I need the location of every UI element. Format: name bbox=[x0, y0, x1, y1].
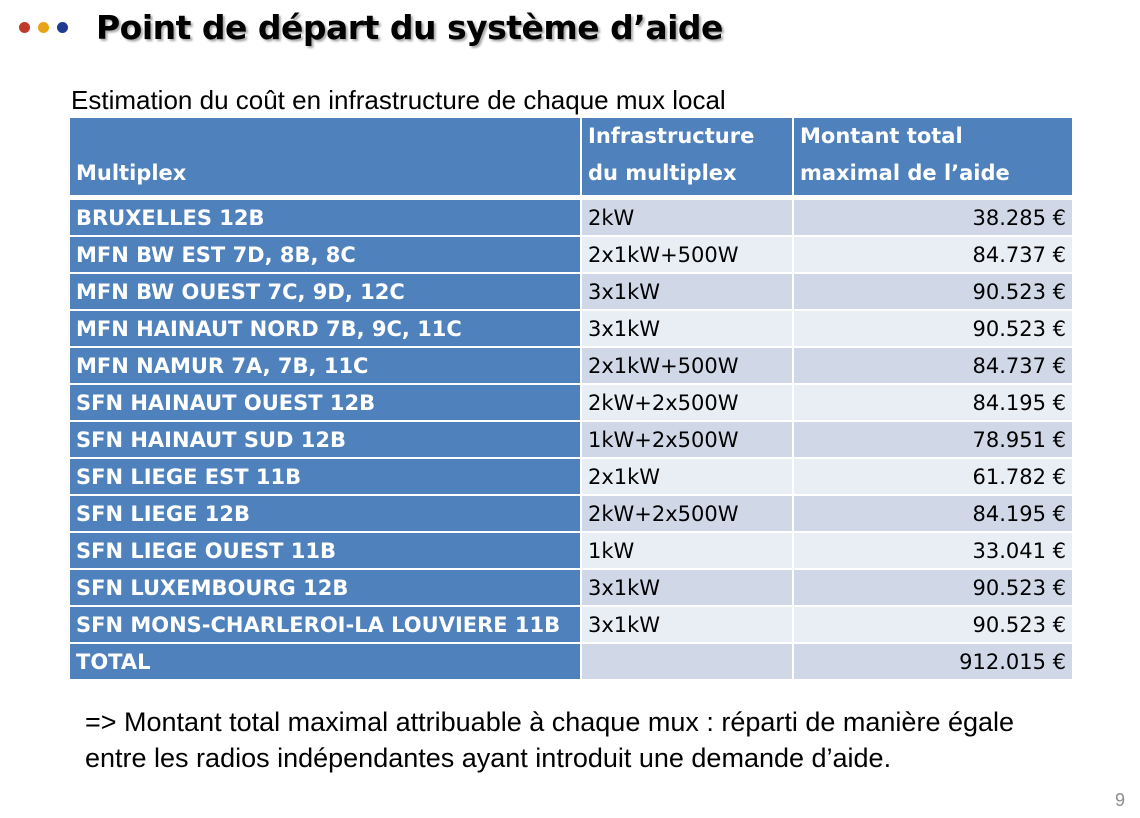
header-multiplex: Multiplex bbox=[68, 116, 582, 199]
infrastructure-cell: 2kW+2x500W bbox=[580, 383, 794, 422]
slide-title: Point de départ du système d’aide bbox=[96, 8, 723, 47]
table-row: SFN MONS-CHARLEROI-LA LOUVIERE 11B 3x1kW 9… bbox=[68, 605, 1074, 644]
table-row: SFN HAINAUT OUEST 12B 2kW+2x500W 84.195 € bbox=[68, 383, 1074, 422]
conclusion-text: => Montant total maximal attribuable à c… bbox=[85, 707, 1015, 773]
amount-cell: 38.285 € bbox=[792, 196, 1074, 237]
multiplex-cell: SFN LIEGE 12B bbox=[68, 494, 582, 533]
table-row: MFN BW EST 7D, 8B, 8C 2x1kW+500W 84.737 € bbox=[68, 235, 1074, 274]
blue-dot-icon bbox=[57, 22, 68, 33]
table-row: MFN NAMUR 7A, 7B, 11C 2x1kW+500W 84.737 € bbox=[68, 346, 1074, 385]
table-body: BRUXELLES 12B 2kW 38.285 € MFN BW EST 7D, 8… bbox=[68, 196, 1074, 681]
amount-cell: 61.782 € bbox=[792, 457, 1074, 496]
table-row: MFN HAINAUT NORD 7B, 9C, 11C 3x1kW 90.523 … bbox=[68, 309, 1074, 348]
table-header-row: Multiplex Infrastructure du multiplex Mo… bbox=[68, 116, 1074, 199]
multiplex-cell: SFN LUXEMBOURG 12B bbox=[68, 568, 582, 607]
amount-cell: 84.195 € bbox=[792, 383, 1074, 422]
multiplex-cell: TOTAL bbox=[68, 642, 582, 681]
infrastructure-cell: 3x1kW bbox=[580, 605, 794, 644]
infrastructure-cell: 1kW+2x500W bbox=[580, 420, 794, 459]
page-number: 9 bbox=[1114, 790, 1125, 810]
table-row: SFN LIEGE 12B 2kW+2x500W 84.195 € bbox=[68, 494, 1074, 533]
multiplex-cell: SFN HAINAUT SUD 12B bbox=[68, 420, 582, 459]
infrastructure-cell: 2kW+2x500W bbox=[580, 494, 794, 533]
table-row: MFN BW OUEST 7C, 9D, 12C 3x1kW 90.523 € bbox=[68, 272, 1074, 311]
amount-cell: 33.041 € bbox=[792, 531, 1074, 570]
amount-cell: 912.015 € bbox=[792, 642, 1074, 681]
amount-cell: 84.737 € bbox=[792, 235, 1074, 274]
table-row: SFN LIEGE EST 11B 2x1kW 61.782 € bbox=[68, 457, 1074, 496]
multiplex-cell: SFN MONS-CHARLEROI-LA LOUVIERE 11B bbox=[68, 605, 582, 644]
infrastructure-cell: 3x1kW bbox=[580, 272, 794, 311]
infrastructure-cell bbox=[580, 642, 794, 681]
amount-cell: 90.523 € bbox=[792, 568, 1074, 607]
red-dot-icon bbox=[19, 22, 30, 33]
table-row: TOTAL 912.015 € bbox=[68, 642, 1074, 681]
table-caption: Estimation du coût en infrastructure de … bbox=[71, 85, 726, 115]
multiplex-cell: MFN NAMUR 7A, 7B, 11C bbox=[68, 346, 582, 385]
infrastructure-cell: 1kW bbox=[580, 531, 794, 570]
cost-table: Multiplex Infrastructure du multiplex Mo… bbox=[68, 116, 1074, 681]
amount-cell: 90.523 € bbox=[792, 309, 1074, 348]
table-row: SFN LUXEMBOURG 12B 3x1kW 90.523 € bbox=[68, 568, 1074, 607]
infrastructure-cell: 2kW bbox=[580, 196, 794, 237]
multiplex-cell: SFN LIEGE OUEST 11B bbox=[68, 531, 582, 570]
amount-cell: 84.737 € bbox=[792, 346, 1074, 385]
yellow-dot-icon bbox=[38, 22, 49, 33]
table-row: BRUXELLES 12B 2kW 38.285 € bbox=[68, 196, 1074, 237]
amount-cell: 78.951 € bbox=[792, 420, 1074, 459]
multiplex-cell: MFN BW EST 7D, 8B, 8C bbox=[68, 235, 582, 274]
multiplex-cell: SFN HAINAUT OUEST 12B bbox=[68, 383, 582, 422]
table-row: SFN HAINAUT SUD 12B 1kW+2x500W 78.951 € bbox=[68, 420, 1074, 459]
infrastructure-cell: 2x1kW+500W bbox=[580, 346, 794, 385]
infrastructure-cell: 2x1kW+500W bbox=[580, 235, 794, 274]
amount-cell: 90.523 € bbox=[792, 272, 1074, 311]
amount-cell: 84.195 € bbox=[792, 494, 1074, 533]
infrastructure-cell: 3x1kW bbox=[580, 309, 794, 348]
header-amount: Montant total maximal de l’aide bbox=[792, 116, 1074, 199]
table-row: SFN LIEGE OUEST 11B 1kW 33.041 € bbox=[68, 531, 1074, 570]
header-infrastructure: Infrastructure du multiplex bbox=[580, 116, 794, 199]
amount-cell: 90.523 € bbox=[792, 605, 1074, 644]
infrastructure-cell: 2x1kW bbox=[580, 457, 794, 496]
multiplex-cell: MFN BW OUEST 7C, 9D, 12C bbox=[68, 272, 582, 311]
infrastructure-cell: 3x1kW bbox=[580, 568, 794, 607]
multiplex-cell: MFN HAINAUT NORD 7B, 9C, 11C bbox=[68, 309, 582, 348]
multiplex-cell: SFN LIEGE EST 11B bbox=[68, 457, 582, 496]
multiplex-cell: BRUXELLES 12B bbox=[68, 196, 582, 237]
